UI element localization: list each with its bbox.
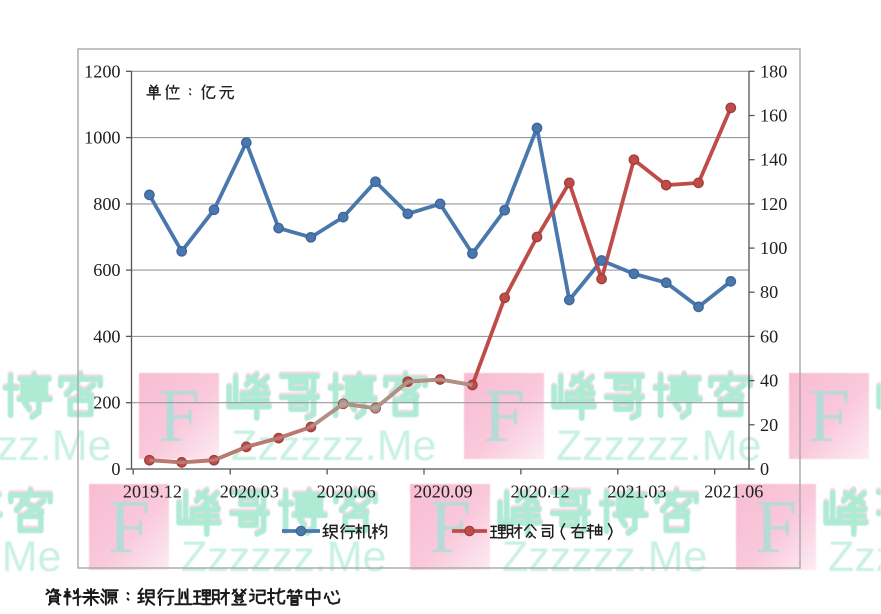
svg-text:400: 400 [93,326,120,346]
svg-text:800: 800 [93,194,120,214]
svg-text:80: 80 [760,282,778,302]
svg-text:60: 60 [760,326,778,346]
svg-text:Zzzzzz.Me: Zzzzzz.Me [502,533,707,581]
svg-text:120: 120 [760,194,787,214]
svg-text:F: F [808,374,850,458]
svg-text:Zzzzzz.Me: Zzzzzz.Me [231,422,436,470]
svg-text:160: 160 [760,106,787,126]
svg-text:F: F [108,485,150,569]
svg-text:1200: 1200 [84,61,120,81]
svg-text:2020.06: 2020.06 [317,482,376,502]
svg-text:1000: 1000 [84,128,120,148]
svg-text:2021.03: 2021.03 [607,482,666,502]
svg-text:F: F [429,485,471,569]
svg-text:Zzzzzz.Me: Zzzzzz.Me [0,422,111,470]
svg-text:F: F [483,374,525,458]
svg-text:F: F [158,374,200,458]
svg-text:2020.12: 2020.12 [510,482,569,502]
svg-text:200: 200 [93,393,120,413]
svg-text:600: 600 [93,260,120,280]
svg-text:100: 100 [760,238,787,258]
svg-text:180: 180 [760,61,787,81]
svg-text:0: 0 [760,459,769,479]
svg-text:2020.03: 2020.03 [220,482,279,502]
svg-text:Zzzzzz.Me: Zzzzzz.Me [181,533,386,581]
svg-text:20: 20 [760,415,778,435]
svg-text:Zzzzzz.Me: Zzzzzz.Me [828,533,881,581]
svg-text:F: F [755,485,797,569]
svg-text:0: 0 [111,459,120,479]
svg-text:Zzzzzz.Me: Zzzzzz.Me [556,422,761,470]
svg-text:2020.09: 2020.09 [414,482,473,502]
svg-text:40: 40 [760,371,778,391]
svg-text:140: 140 [760,150,787,170]
svg-text:2021.06: 2021.06 [704,482,763,502]
svg-text:2019.12: 2019.12 [123,482,182,502]
svg-text:Zzzzzz.Me: Zzzzzz.Me [0,533,61,581]
